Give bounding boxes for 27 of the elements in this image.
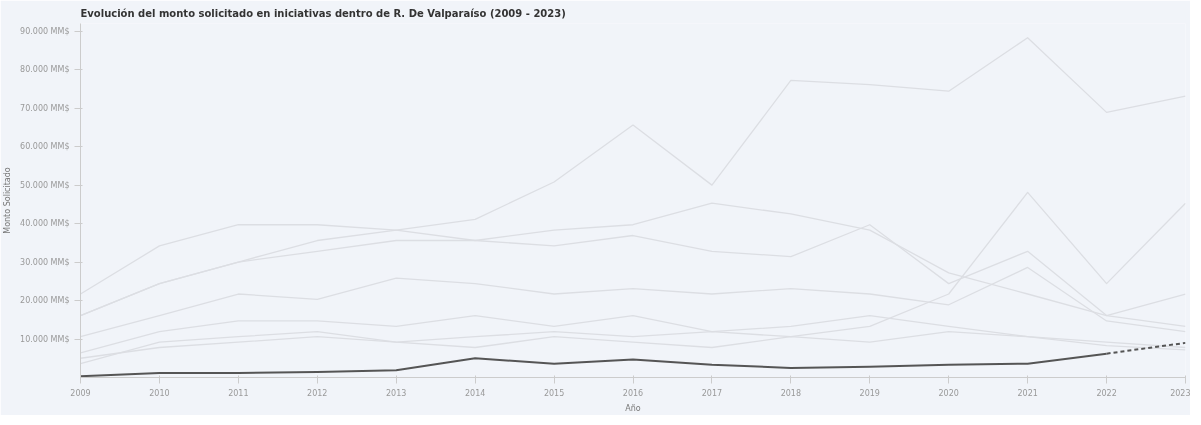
y-tick-label: 70.000 MM$ [20, 103, 70, 113]
y-tick-label: 60.000 MM$ [20, 142, 70, 152]
x-tick-label: 2012 [307, 388, 328, 398]
y-tick-label: 80.000 MM$ [20, 65, 70, 75]
y-tick-label: 30.000 MM$ [20, 257, 70, 267]
x-tick-label: 2017 [701, 388, 723, 398]
x-tick-label: 2015 [543, 388, 565, 398]
x-tick-label: 2011 [228, 388, 249, 398]
y-tick-label: 40.000 MM$ [20, 219, 70, 229]
x-tick-label: 2021 [1017, 388, 1038, 398]
x-tick-label: 2013 [386, 388, 407, 398]
y-axis-title: Monto Solicitado [3, 167, 13, 234]
x-tick-label: 2018 [780, 388, 802, 398]
x-tick-label: 2014 [464, 388, 486, 398]
x-tick-label: 2023 [1170, 388, 1191, 398]
x-tick-label: 2019 [859, 388, 880, 398]
x-axis-title: Año [625, 403, 641, 413]
x-tick-label: 2016 [622, 388, 644, 398]
x-tick-label: 2010 [149, 388, 170, 398]
y-tick-label: 90.000 MM$ [20, 26, 70, 36]
x-tick-label: 2020 [938, 388, 959, 398]
chart-title: Evolución del monto solicitado en iniciativas dentro de R. De Valparaíso (2009 - 2023) [80, 7, 566, 19]
y-tick-label: 50.000 MM$ [20, 180, 70, 190]
y-tick-label: 10.000 MM$ [20, 334, 70, 344]
y-tick-label: 20.000 MM$ [20, 296, 70, 306]
x-tick-label: 2022 [1096, 388, 1117, 398]
x-tick-label: 2009 [70, 388, 91, 398]
